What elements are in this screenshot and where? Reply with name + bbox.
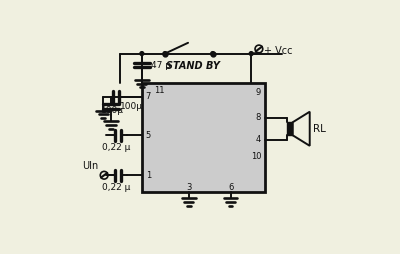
Text: 5: 5 [146, 131, 151, 140]
Text: UIn: UIn [82, 161, 98, 171]
Text: 4: 4 [256, 135, 261, 144]
Circle shape [249, 52, 253, 56]
Text: 10: 10 [251, 152, 261, 161]
Text: + Vcc: + Vcc [264, 45, 292, 56]
Text: 8: 8 [256, 113, 261, 122]
Polygon shape [293, 112, 310, 146]
Text: 9: 9 [256, 88, 261, 97]
Circle shape [140, 52, 144, 56]
Text: RL: RL [313, 124, 326, 134]
Text: 100μ: 100μ [101, 106, 124, 115]
Text: 1: 1 [146, 171, 151, 180]
Circle shape [211, 52, 215, 56]
Text: 11: 11 [154, 86, 165, 95]
Text: 7: 7 [146, 92, 151, 101]
Bar [287, 122, 293, 135]
Circle shape [163, 52, 167, 56]
Bar [142, 83, 265, 192]
Text: 0,22 μ: 0,22 μ [102, 143, 131, 152]
Text: 47 μ: 47 μ [151, 61, 171, 70]
Text: STAND BY: STAND BY [166, 61, 220, 71]
Text: 3: 3 [186, 183, 191, 192]
Text: 100μ: 100μ [120, 102, 143, 111]
Text: 6: 6 [228, 183, 233, 192]
Text: 0,22 μ: 0,22 μ [102, 183, 131, 192]
